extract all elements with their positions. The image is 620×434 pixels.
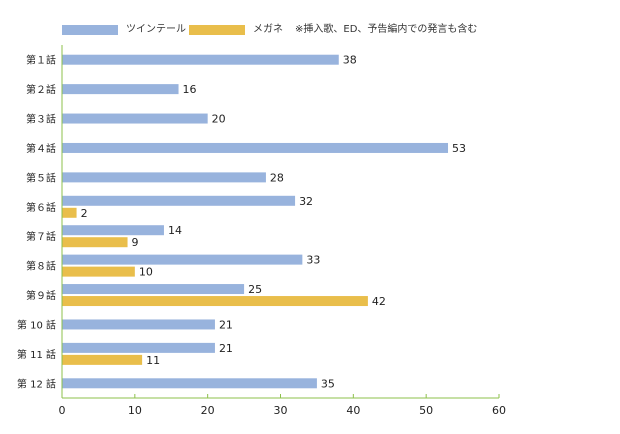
bar-twintail (62, 378, 317, 389)
data-label-twintail: 25 (248, 283, 262, 296)
x-tick-label: 0 (59, 404, 66, 417)
category-label: 第５話 (26, 171, 56, 184)
bar-glasses (62, 296, 368, 307)
bar-twintail (62, 284, 245, 295)
data-label-twintail: 33 (306, 254, 320, 267)
x-tick-label: 40 (346, 404, 360, 417)
legend-swatch-twintail (62, 25, 118, 35)
bar-twintail (62, 342, 215, 353)
data-label-twintail: 53 (452, 142, 466, 155)
data-label-twintail: 28 (270, 171, 284, 184)
legend-label-glasses: メガネ (253, 24, 283, 35)
data-label-twintail: 32 (299, 195, 313, 208)
bar-glasses (62, 266, 135, 277)
chart-note: ※挿入歌、ED、予告編内での発言も含む (295, 24, 478, 35)
bar-glasses (62, 354, 143, 365)
legend-swatch-glasses (189, 25, 245, 35)
data-label-twintail: 16 (183, 83, 197, 96)
bar-twintail (62, 254, 303, 265)
x-tick-label: 30 (274, 404, 288, 417)
data-label-twintail: 20 (212, 113, 226, 126)
bar-twintail (62, 195, 296, 206)
x-tick-label: 10 (128, 404, 142, 417)
data-label-twintail: 14 (168, 224, 182, 237)
data-label-glasses: 11 (146, 354, 160, 367)
data-label-twintail: 35 (321, 377, 335, 390)
category-label: 第６話 (26, 201, 56, 214)
category-label: 第４話 (26, 142, 56, 155)
data-label-twintail: 38 (343, 54, 357, 67)
category-label: 第 11 話 (17, 348, 56, 361)
category-label: 第９話 (26, 289, 56, 302)
x-tick-label: 20 (201, 404, 215, 417)
data-label-glasses: 2 (81, 207, 88, 220)
category-label: 第７話 (26, 230, 56, 243)
bar-glasses (62, 237, 128, 248)
category-label: 第２話 (26, 83, 56, 96)
data-label-glasses: 42 (372, 295, 386, 308)
bar-twintail (62, 225, 164, 236)
bar-twintail (62, 54, 339, 65)
bar-glasses (62, 207, 77, 218)
category-label: 第８話 (26, 260, 56, 273)
bar-twintail (62, 172, 266, 183)
data-label-twintail: 21 (219, 342, 233, 355)
data-label-twintail: 21 (219, 318, 233, 331)
legend-label-twintail: ツインテール (126, 24, 186, 35)
bar-twintail (62, 84, 179, 95)
bar-twintail (62, 113, 208, 124)
data-label-glasses: 9 (132, 236, 139, 249)
category-label: 第 10 話 (17, 318, 56, 331)
category-label: 第１話 (26, 54, 56, 67)
category-label: 第３話 (26, 113, 56, 126)
category-label: 第 12 話 (17, 377, 56, 390)
bar-twintail (62, 319, 215, 330)
data-label-glasses: 10 (139, 266, 153, 279)
bar-twintail (62, 142, 449, 153)
x-tick-label: 60 (492, 404, 506, 417)
x-tick-label: 50 (419, 404, 433, 417)
